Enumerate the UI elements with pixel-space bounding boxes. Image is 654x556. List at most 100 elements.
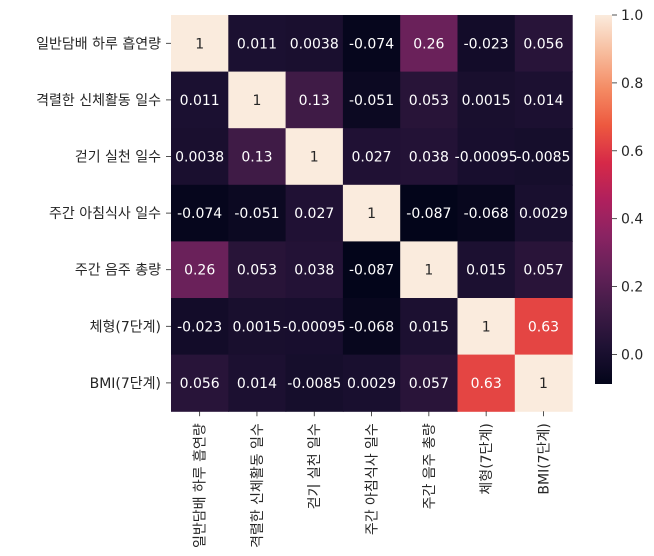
heatmap-cell <box>171 128 229 186</box>
heatmap-cell <box>514 71 573 129</box>
cell-annotation: 0.015 <box>466 263 506 279</box>
x-tick-label: 일반담배 하루 흡연량 <box>193 423 209 548</box>
heatmap-cell <box>228 298 287 356</box>
cell-annotation: 0.26 <box>413 36 444 52</box>
heatmap-cell <box>514 184 573 242</box>
colorbar: 0.0 0.2 0.4 0.6 0.8 1.0 <box>595 8 643 384</box>
cell-annotation: 0.027 <box>294 206 334 222</box>
cell-annotation: -0.023 <box>464 36 509 52</box>
cell-annotation: -0.023 <box>177 319 222 335</box>
heatmap-cell <box>342 184 401 242</box>
cell-annotation: -0.0085 <box>516 150 570 166</box>
cell-annotation: 0.0038 <box>290 36 339 52</box>
y-tick-label: 격렬한 신체활동 일수 <box>36 93 161 109</box>
heatmap-cell <box>457 354 516 412</box>
heatmap-cell <box>457 241 516 299</box>
cell-annotation: 1 <box>252 93 261 109</box>
cell-annotation: 0.056 <box>180 376 220 392</box>
cell-annotation: 0.053 <box>409 93 449 109</box>
heatmap-cell <box>457 298 516 356</box>
cell-annotation: -0.068 <box>349 319 394 335</box>
x-tick-label: 격렬한 신체활동 일수 <box>250 423 266 548</box>
heatmap-cell <box>228 354 287 412</box>
heatmap-cell <box>514 298 573 356</box>
cell-annotation: 0.014 <box>237 376 277 392</box>
heatmap-cell <box>400 184 459 242</box>
heatmap-cell <box>228 184 287 242</box>
cell-annotation: -0.068 <box>464 206 509 222</box>
cell-annotation: 0.027 <box>352 150 392 166</box>
cell-annotation: 0.63 <box>528 319 559 335</box>
heatmap-cell <box>400 354 459 412</box>
colorbar-tick-label: 0.8 <box>621 76 643 92</box>
cell-annotation: 1 <box>367 206 376 222</box>
cell-annotation: 0.057 <box>409 376 449 392</box>
cell-annotation: 0.0029 <box>519 206 568 222</box>
heatmap-cell <box>342 354 401 412</box>
cell-annotation: 0.0029 <box>347 376 396 392</box>
cell-annotation: -0.074 <box>349 36 394 52</box>
heatmap-cell <box>285 71 344 129</box>
heatmap-cell <box>285 128 344 186</box>
y-tick-label: BMI(7단계) <box>90 376 161 392</box>
heatmap-cell <box>171 241 229 299</box>
colorbar-tick-label: 0.2 <box>621 280 643 296</box>
colorbar-gradient <box>595 15 612 384</box>
x-tick-label: BMI(7단계) <box>536 423 552 494</box>
cell-annotation: -0.0085 <box>287 376 341 392</box>
cell-annotation: 0.015 <box>409 319 449 335</box>
cell-annotation: 1 <box>310 150 319 166</box>
cell-annotation: -0.051 <box>349 93 394 109</box>
heatmap-cell <box>228 71 287 129</box>
cell-annotation: 0.0038 <box>175 150 224 166</box>
cell-annotation: 0.63 <box>471 376 502 392</box>
heatmap-cells <box>171 15 573 412</box>
cell-annotation: -0.087 <box>349 263 394 279</box>
cell-annotation: 0.13 <box>299 93 330 109</box>
heatmap-cell <box>514 354 573 412</box>
heatmap-cell <box>342 15 401 73</box>
cell-annotation: 0.0015 <box>232 319 281 335</box>
cell-annotation: 0.011 <box>180 93 220 109</box>
heatmap-cell <box>514 15 573 73</box>
heatmap-cell <box>171 298 229 356</box>
x-axis-labels: 일반담배 하루 흡연량 격렬한 신체활동 일수 걷기 실천 일수 주간 아침식사 일수… <box>193 411 552 548</box>
y-tick-label: 체형(7단계) <box>90 319 161 335</box>
cell-annotation: 1 <box>482 319 491 335</box>
cell-annotation: 0.038 <box>409 150 449 166</box>
cell-annotation: 1 <box>424 263 433 279</box>
cell-annotation: 0.13 <box>241 150 272 166</box>
heatmap-cell <box>457 184 516 242</box>
cell-annotation: -0.00095 <box>455 150 518 166</box>
heatmap-cell <box>171 184 229 242</box>
heatmap-cell <box>457 15 516 73</box>
cell-annotation: 0.053 <box>237 263 277 279</box>
cell-annotation: 0.0015 <box>462 93 511 109</box>
cell-annotation: 0.038 <box>294 263 334 279</box>
heatmap-cell <box>400 298 459 356</box>
heatmap-cell <box>400 241 459 299</box>
y-tick-label: 주간 음주 총량 <box>75 263 161 279</box>
cell-annotation: 1 <box>539 376 548 392</box>
cell-annotation: 0.014 <box>523 93 563 109</box>
cell-annotation: 1 <box>195 36 204 52</box>
colorbar-tick-label: 0.0 <box>621 347 643 363</box>
heatmap-cell <box>171 15 229 73</box>
heatmap-cell <box>285 298 344 356</box>
heatmap-cell <box>514 241 573 299</box>
x-tick-label: 걷기 실천 일수 <box>307 423 323 509</box>
heatmap-cell <box>285 354 344 412</box>
y-tick-label: 일반담배 하루 흡연량 <box>36 36 161 52</box>
y-tick-label: 걷기 실천 일수 <box>75 150 161 166</box>
heatmap-cell <box>400 128 459 186</box>
colorbar-tick-label: 0.6 <box>621 144 643 160</box>
heatmap-cell <box>171 71 229 129</box>
cell-annotation: 0.057 <box>523 263 563 279</box>
y-tick-label: 주간 아침식사 일수 <box>49 206 161 222</box>
heatmap-cell <box>228 128 287 186</box>
heatmap-cell <box>285 184 344 242</box>
heatmap-cell <box>342 71 401 129</box>
cell-annotation: 0.26 <box>184 263 215 279</box>
